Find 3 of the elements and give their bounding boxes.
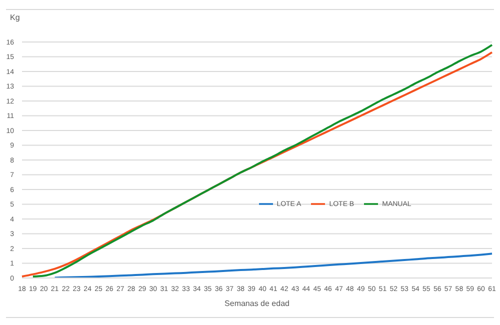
x-axis-title: Semanas de edad bbox=[224, 299, 290, 308]
line-series bbox=[54, 252, 493, 278]
y-axis-title: Kg bbox=[10, 13, 20, 22]
